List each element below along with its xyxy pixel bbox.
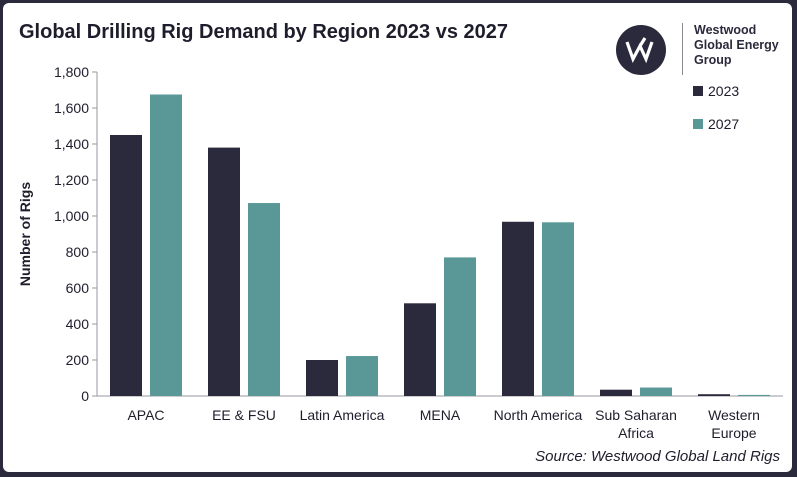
y-tick-label: 1,000	[54, 208, 89, 224]
y-tick-label: 1,800	[54, 64, 89, 80]
bar-2027-5	[640, 387, 672, 396]
chart-frame: 0 200 400 600 800 1,000 1,200 1,400 1,600 1,800 Nu…	[3, 3, 792, 472]
bar-2027-6	[738, 394, 770, 396]
x-tick-label: Sub Saharan	[595, 407, 677, 423]
bar-2023-3	[404, 303, 436, 396]
y-tick-label: 800	[66, 244, 90, 260]
y-tick-label: 1,400	[54, 136, 89, 152]
legend-label-2027: 2027	[708, 116, 739, 132]
y-tick-label: 400	[66, 316, 90, 332]
logo-divider	[682, 23, 683, 75]
bar-2023-2	[306, 360, 338, 396]
y-tick-label: 600	[66, 280, 90, 296]
x-tick-label: EE & FSU	[212, 407, 276, 423]
y-tick-label: 1,600	[54, 100, 89, 116]
bar-2027-3	[444, 257, 476, 396]
bar-2027-4	[542, 222, 574, 396]
bar-2027-0	[150, 94, 182, 396]
x-tick-label: Western	[708, 407, 760, 423]
x-tick-label: Latin America	[300, 407, 385, 423]
chart-title: Global Drilling Rig Demand by Region 202…	[19, 21, 509, 43]
source-note: Source: Westwood Global Land Rigs	[535, 448, 780, 465]
bar-chart: 0 200 400 600 800 1,000 1,200 1,400 1,600 1,800 Nu…	[17, 64, 783, 441]
westwood-logo: Westwood Global Energy Group	[616, 21, 792, 77]
x-tick-label: MENA	[420, 407, 461, 423]
x-tick-label: APAC	[127, 407, 164, 423]
y-axis-title: Number of Rigs	[17, 182, 33, 286]
x-tick-label: Europe	[711, 425, 756, 441]
bar-2023-5	[600, 389, 632, 396]
y-tick-label: 200	[66, 352, 90, 368]
bar-2027-1	[248, 203, 280, 396]
bar-2023-0	[110, 135, 142, 396]
bar-2023-1	[208, 147, 240, 396]
westwood-w-logo-icon	[616, 25, 666, 75]
x-tick-label: North America	[494, 407, 583, 423]
legend-swatch-2027	[693, 119, 703, 129]
logo-text-line-3: Group	[694, 53, 732, 67]
legend-label-2023: 2023	[708, 83, 739, 99]
x-tick-label: Africa	[618, 425, 654, 441]
y-tick-label: 0	[81, 388, 89, 404]
bar-2027-2	[346, 356, 378, 396]
bar-2023-6	[698, 394, 730, 396]
legend-swatch-2023	[693, 86, 703, 96]
logo-text-line-1: Westwood	[694, 23, 757, 37]
logo-text-line-2: Global Energy	[694, 38, 779, 52]
bar-2023-4	[502, 221, 534, 396]
y-tick-label: 1,200	[54, 172, 89, 188]
